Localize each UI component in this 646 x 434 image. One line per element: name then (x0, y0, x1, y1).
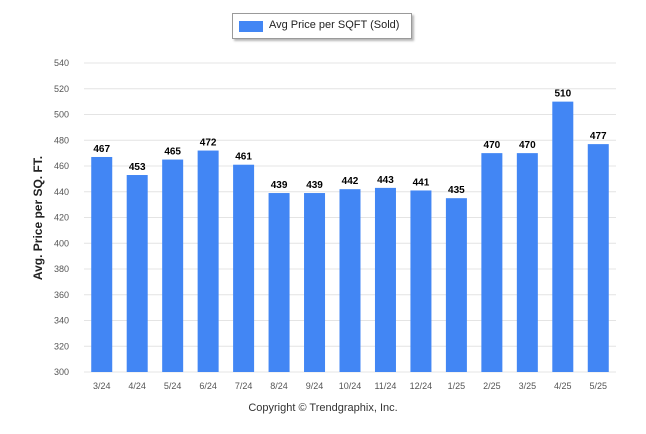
bar-9-24 (304, 193, 326, 372)
legend: Avg Price per SQFT (Sold) (232, 13, 412, 39)
y-tick-label: 540 (54, 58, 69, 68)
data-label: 461 (235, 152, 252, 163)
data-label: 467 (93, 144, 110, 155)
x-tick-label: 8/24 (270, 381, 288, 391)
y-tick-label: 520 (54, 84, 69, 94)
data-label: 477 (590, 131, 607, 142)
y-tick-label: 340 (54, 316, 69, 326)
bar-3-25 (516, 153, 538, 372)
y-tick-label: 300 (54, 367, 69, 377)
y-tick-label: 500 (54, 110, 69, 120)
y-tick-label: 420 (54, 213, 69, 223)
data-label: 443 (377, 175, 394, 186)
y-axis-label: Avg. Price per SQ. FT. (31, 156, 45, 280)
y-tick-label: 440 (54, 187, 69, 197)
data-label: 439 (306, 180, 323, 191)
x-tick-label: 3/24 (93, 381, 111, 391)
bar-10-24 (339, 189, 361, 372)
bar-3-24 (91, 156, 113, 372)
x-tick-label: 5/24 (164, 381, 182, 391)
bar-4-25 (552, 101, 574, 372)
bar-6-24 (197, 150, 219, 372)
bar-11-24 (374, 187, 396, 372)
bar-8-24 (268, 193, 290, 372)
data-label: 442 (342, 176, 359, 187)
x-tick-label: 1/25 (448, 381, 466, 391)
data-label: 435 (448, 185, 465, 196)
data-labels: 467 453 465 472 461 439 439 442 443 441 435 470 470 5… (93, 89, 607, 197)
legend-label: Avg Price per SQFT (Sold) (269, 19, 400, 31)
bar-7-24 (233, 164, 255, 372)
x-tick-label: 5/25 (590, 381, 608, 391)
bar-1-25 (445, 198, 467, 372)
bar-2-25 (481, 153, 503, 372)
legend-swatch (239, 21, 263, 32)
data-label: 510 (554, 89, 571, 100)
x-tick-label: 9/24 (306, 381, 324, 391)
x-tick-label: 7/24 (235, 381, 253, 391)
data-label: 470 (519, 140, 536, 151)
y-tick-label: 360 (54, 290, 69, 300)
y-tick-label: 380 (54, 264, 69, 274)
x-tick-label: 6/24 (199, 381, 217, 391)
bar-5-24 (162, 159, 184, 372)
y-tick-label: 460 (54, 161, 69, 171)
x-tick-label: 12/24 (410, 381, 433, 391)
x-tick-label: 10/24 (339, 381, 362, 391)
x-axis-ticks: 3/24 4/24 5/24 6/24 7/24 8/24 9/24 10/24 11/24 12… (93, 381, 607, 391)
data-label: 441 (413, 177, 430, 188)
bar-5-25 (587, 144, 609, 372)
x-tick-label: 2/25 (483, 381, 501, 391)
y-tick-label: 400 (54, 238, 69, 248)
bars (91, 101, 609, 372)
x-tick-label: 3/25 (519, 381, 537, 391)
bar-4-24 (126, 175, 148, 372)
data-label: 439 (271, 180, 288, 191)
x-tick-label: 4/24 (128, 381, 146, 391)
data-label: 453 (129, 162, 146, 173)
x-tick-label: 4/25 (554, 381, 572, 391)
y-tick-label: 480 (54, 135, 69, 145)
bar-12-24 (410, 190, 432, 372)
data-label: 465 (164, 147, 181, 158)
x-tick-label: 11/24 (375, 381, 397, 391)
copyright-text: Copyright © Trendgraphix, Inc. (248, 402, 398, 414)
data-label: 470 (484, 140, 501, 151)
y-tick-label: 320 (54, 341, 69, 351)
y-axis-ticks: 300 320 340 360 380 400 420 440 460 480 500 520 540 (54, 58, 69, 377)
data-label: 472 (200, 138, 217, 149)
